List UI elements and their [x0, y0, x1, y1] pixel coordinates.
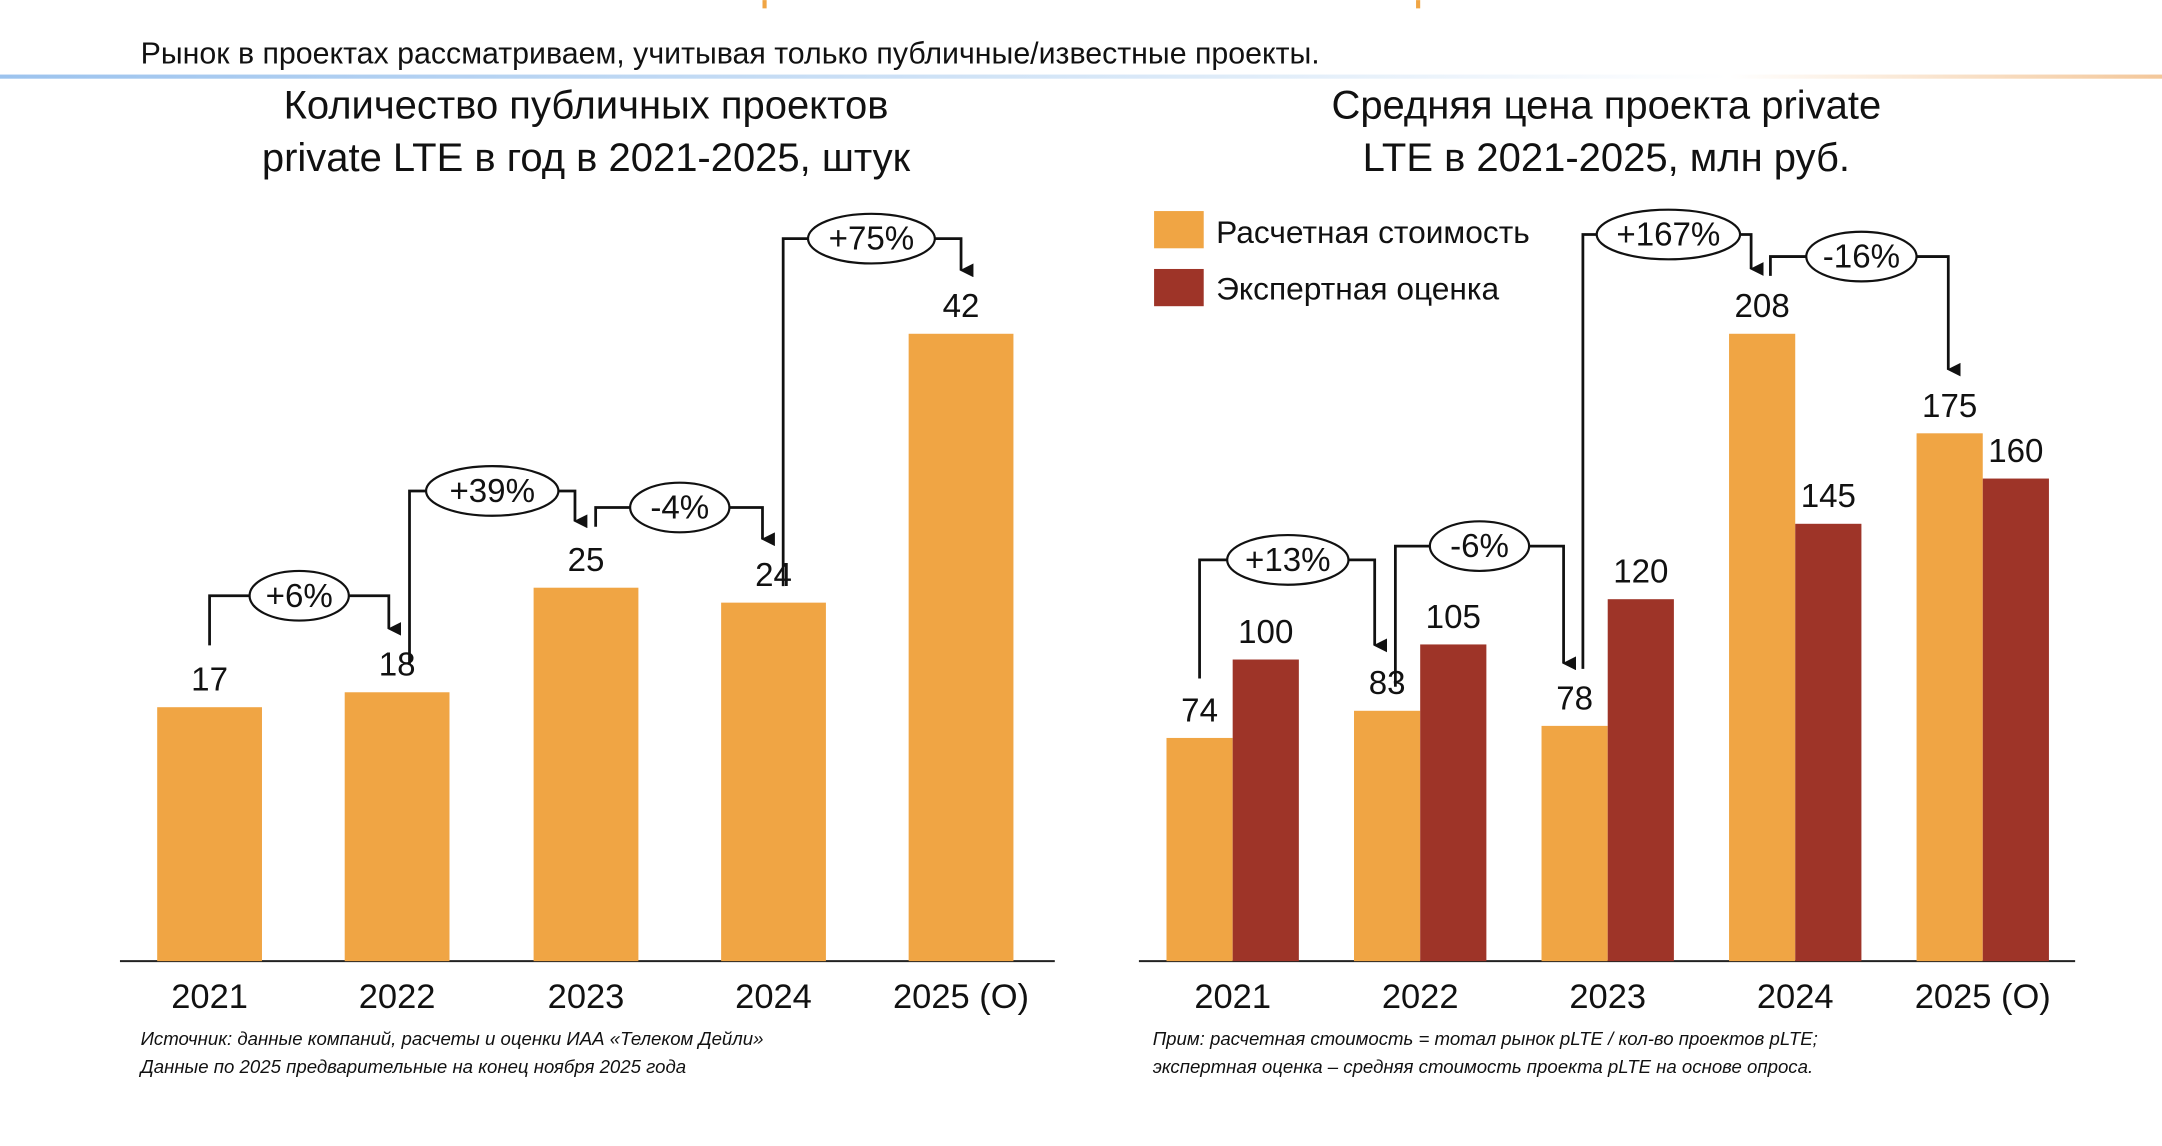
bar [721, 602, 826, 962]
avg-price-chart: Средняя цена проекта private LTE в 2021-… [1138, 84, 2076, 1077]
bar [533, 587, 639, 962]
bar-calculated [1166, 737, 1233, 962]
legend-swatch-calculated [1154, 211, 1204, 249]
bar [157, 707, 262, 962]
value-label: 100 [1238, 614, 1293, 651]
bar-expert [1420, 644, 1487, 962]
header-divider [0, 74, 2162, 79]
chart-title-line2: private LTE в год в 2021-2025, штук [262, 136, 911, 180]
change-bubble [1428, 520, 1531, 573]
bar-calculated [1729, 333, 1796, 962]
bar [908, 333, 1014, 962]
value-label: 42 [943, 288, 980, 325]
change-label: +13% [1245, 542, 1331, 579]
legend: Расчетная стоимость Экспертная оценка [1154, 211, 1530, 306]
x-tick-label: 2023 [1569, 978, 1646, 1016]
value-label: 208 [1735, 288, 1790, 325]
x-tick-label: 2022 [359, 978, 436, 1016]
bar-calculated [1541, 725, 1608, 962]
change-bubble [1226, 533, 1350, 586]
value-label: 74 [1181, 692, 1218, 729]
value-label: 78 [1556, 680, 1593, 717]
change-label: +39% [449, 473, 535, 510]
change-bubble [1805, 230, 1918, 283]
footnote-line2: экспертная оценка – средняя стоимость пр… [1153, 1056, 1813, 1077]
x-tick-label: 2025 (О) [1915, 978, 2051, 1016]
footnote-line1: Прим: расчетная стоимость = тотал рынок … [1153, 1028, 1818, 1049]
projects-count-chart: Количество публичных проектов private LT… [119, 84, 1055, 1077]
value-label: 17 [191, 662, 228, 699]
change-label: -16% [1823, 239, 1900, 276]
bar-expert [1232, 659, 1299, 962]
change-bubble [424, 465, 560, 517]
x-tick-label: 2024 [1757, 978, 1834, 1016]
bar-calculated [1916, 433, 1983, 962]
x-tick-label: 2023 [548, 978, 625, 1016]
change-label: -6% [1450, 528, 1509, 565]
x-tick-label: 2024 [735, 978, 812, 1016]
legend-swatch-expert [1154, 268, 1204, 307]
footnote-line2: Данные по 2025 предварительные на конец … [139, 1056, 686, 1077]
bar [344, 692, 450, 962]
value-label: 120 [1613, 554, 1668, 591]
top-decor-tick [1416, 0, 1421, 9]
change-label: +167% [1616, 217, 1720, 254]
top-decor-tick [762, 0, 767, 9]
x-tick-label: 2025 (О) [893, 978, 1029, 1016]
x-tick-label: 2022 [1382, 978, 1459, 1016]
x-tick-label: 2021 [171, 978, 248, 1016]
change-label: -4% [650, 490, 709, 527]
value-label: 145 [1801, 478, 1856, 515]
header-note: Рынок в проектах рассматриваем, учитывая… [141, 38, 1320, 71]
bar-expert [1795, 523, 1862, 962]
bar-expert [1982, 478, 2049, 962]
change-label: +6% [266, 578, 333, 615]
chart-title-line2: LTE в 2021-2025, млн руб. [1363, 136, 1850, 180]
value-label: 105 [1426, 599, 1481, 636]
footnote-line1: Источник: данные компаний, расчеты и оце… [141, 1028, 764, 1049]
bar-calculated [1354, 710, 1421, 962]
chart-title-line1: Количество публичных проектов [284, 84, 889, 128]
value-label: 24 [755, 557, 792, 594]
chart-title-line1: Средняя цена проекта private [1331, 84, 1881, 128]
bar-expert [1607, 599, 1674, 962]
x-tick-label: 2021 [1194, 978, 1271, 1016]
value-label: 160 [1988, 433, 2043, 470]
value-label: 25 [568, 542, 605, 579]
change-bubble [248, 569, 350, 622]
legend-label-expert: Экспертная оценка [1216, 270, 1499, 306]
value-label: 175 [1922, 388, 1977, 425]
legend-label-calculated: Расчетная стоимость [1216, 214, 1530, 250]
change-bubble [629, 481, 731, 534]
change-label: +75% [829, 221, 915, 258]
change-bubble [806, 212, 936, 265]
value-label: 83 [1369, 665, 1406, 702]
change-bubble [1595, 208, 1742, 261]
